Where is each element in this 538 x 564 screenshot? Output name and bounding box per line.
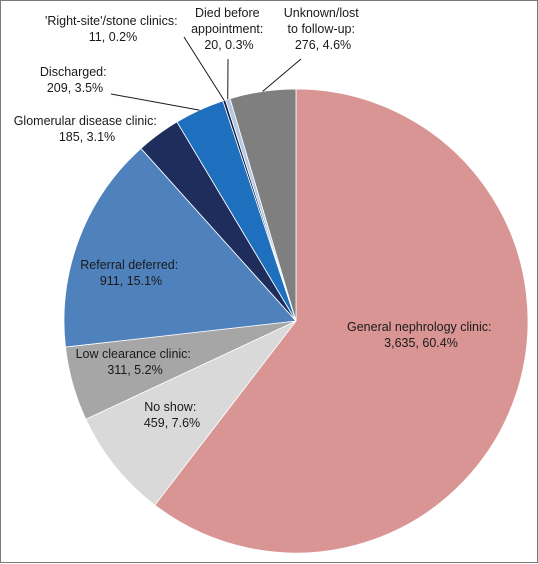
label-discharged: Discharged: 209, 3.5%: [40, 65, 110, 95]
label-unknown-lost: Unknown/lost to follow-up: 276, 4.6%: [284, 6, 363, 52]
leader-discharged: [111, 94, 199, 110]
label-glomerular-disease: Glomerular disease clinic: 185, 3.1%: [14, 114, 161, 144]
label-died-before-appointment: Died before appointment: 20, 0.3%: [191, 6, 267, 52]
leader-unknown-lost: [263, 59, 301, 91]
label-right-site-stone: 'Right-site'/stone clinics: 11, 0.2%: [45, 14, 181, 44]
